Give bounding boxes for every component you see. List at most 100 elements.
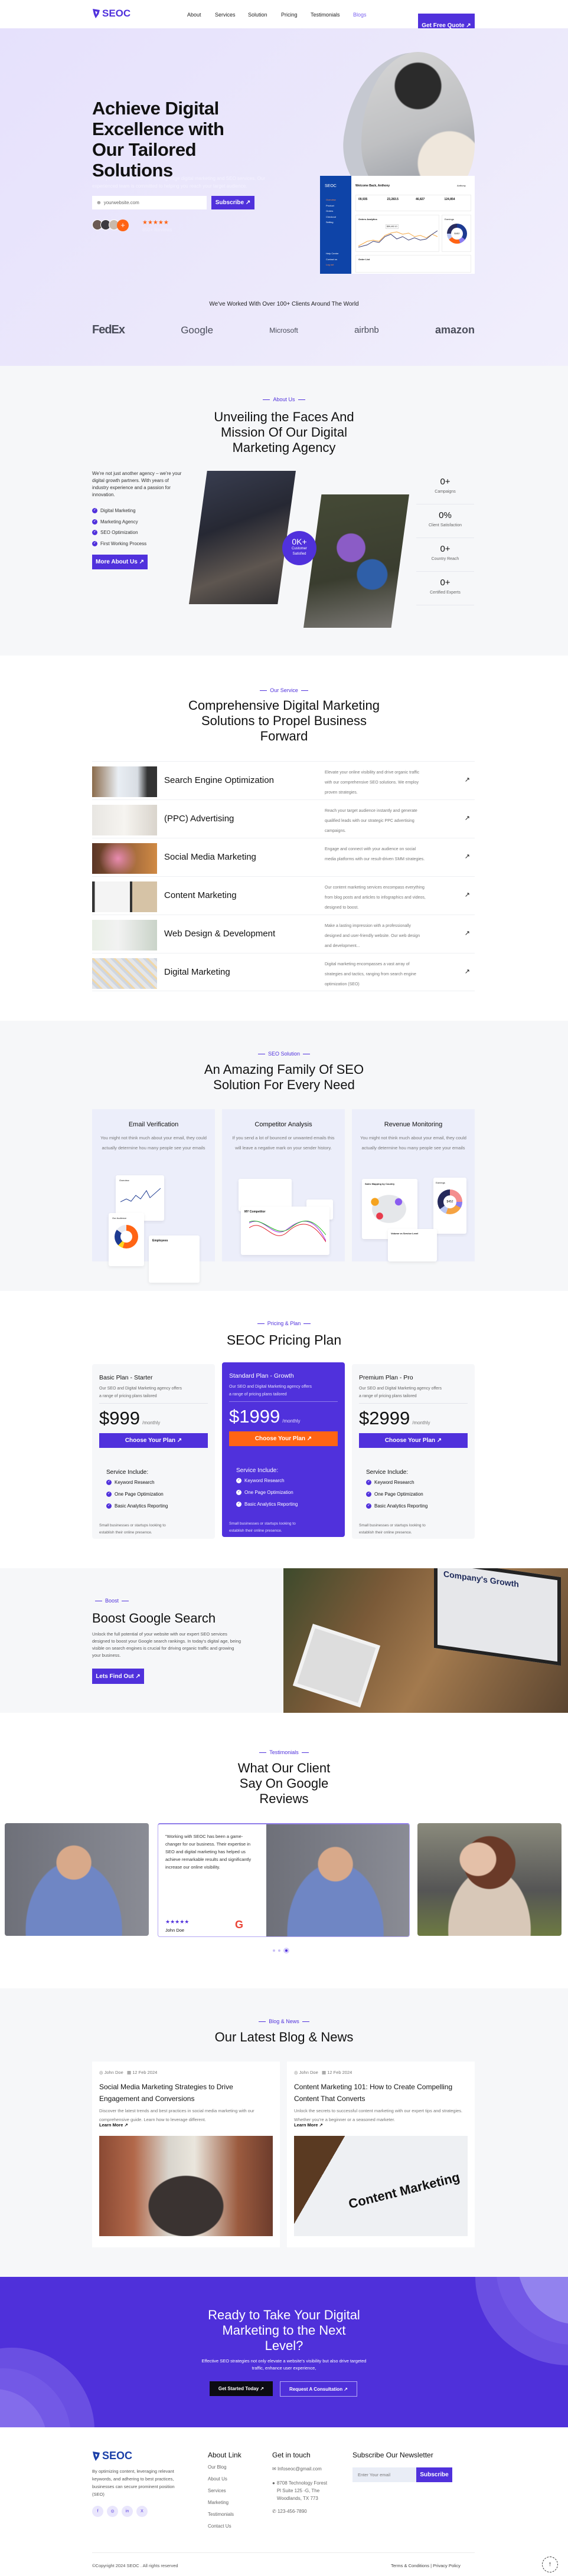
x-icon[interactable]: X <box>136 2506 148 2517</box>
boost-section: Boost Boost Google Search Unlock the ful… <box>0 1568 568 1713</box>
earnings-value: $452 <box>451 228 463 240</box>
arrow-up-icon: ↑ <box>548 2561 552 2568</box>
facebook-icon[interactable]: f <box>92 2506 103 2517</box>
footer-desc: By optimizing content, leveraging releva… <box>92 2469 175 2497</box>
google-logo: Google <box>181 324 214 336</box>
lets-find-out-button[interactable]: Lets Find Out ↗ <box>92 1669 144 1684</box>
newsletter-heading: Subscribe Our Newsletter <box>352 2451 433 2459</box>
back-to-top-button[interactable]: ↑ <box>542 2557 558 2572</box>
checklist-label: First Working Process <box>100 540 147 546</box>
seo-solution-section: SEO Solution An Amazing Family Of SEO So… <box>0 1021 568 1291</box>
stat-label: Client Satisfaction <box>428 523 462 527</box>
widget-title: Our Audience <box>112 1217 127 1220</box>
feature-item: ✓ Basic Analytics Reporting <box>236 1502 298 1507</box>
request-consultation-button[interactable]: Request A Consultation ↗ <box>280 2381 357 2397</box>
footer-link-testimonials[interactable]: Testimonials <box>208 2512 234 2517</box>
post-title[interactable]: Social Media Marketing Strategies to Dri… <box>99 2083 233 2103</box>
service-include-heading: Service Include: <box>236 1467 279 1474</box>
nav-solution[interactable]: Solution <box>248 12 267 18</box>
about-title: Unveiling the Faces And Mission Of Our D… <box>0 409 568 455</box>
instagram-icon[interactable]: ◎ <box>107 2506 118 2517</box>
laptop-growth-photo: Company's Growth <box>283 1568 568 1713</box>
service-row-web[interactable]: Web Design & Development Make a lasting i… <box>92 915 475 953</box>
service-row-ppc[interactable]: (PPC) Advertising Reach your target audie… <box>92 799 475 838</box>
card-desc: You might not think much about your emai… <box>100 1135 207 1151</box>
fedex-logo: FedEx <box>92 323 125 336</box>
footer-link-marketing[interactable]: Marketing <box>208 2500 229 2505</box>
post-title[interactable]: Content Marketing 101: How to Create Com… <box>294 2083 453 2103</box>
post-meta: ◎ John Doe ▦ 12 Feb 2024 <box>99 2070 157 2075</box>
arrow-icon[interactable]: ↗ <box>464 892 470 899</box>
google-icon: G <box>235 1919 244 1931</box>
arrow-icon[interactable]: ↗ <box>464 776 470 784</box>
title-line: Solution For Every Need <box>213 1077 355 1092</box>
dashboard-nav-item: Setting <box>326 221 334 224</box>
feature-item: ✓ Keyword Research <box>366 1480 414 1486</box>
arrow-icon[interactable]: ↗ <box>464 815 470 822</box>
choose-plan-button[interactable]: Choose Your Plan ↗ <box>359 1433 468 1448</box>
privacy-link[interactable]: Privacy Policy <box>433 2563 461 2568</box>
website-input-placeholder: yourwebsite.com <box>103 200 139 205</box>
post-desc: Unlock the secrets to successful content… <box>294 2108 463 2122</box>
checklist-item: ✓ Marketing Agency <box>92 517 146 528</box>
widget-title: Earnings <box>436 1181 445 1184</box>
dashboard-stat: 46,827 <box>416 198 425 201</box>
services-title: Comprehensive Digital Marketing Solution… <box>0 698 568 744</box>
nav-blogs[interactable]: Blogs <box>353 12 367 18</box>
linkedin-icon[interactable]: in <box>122 2506 133 2517</box>
service-row-content[interactable]: Content Marketing Our content marketing s… <box>92 876 475 915</box>
footer-link-contact[interactable]: Contact Us <box>208 2523 231 2529</box>
dashboard-user: Anthony <box>457 184 466 187</box>
title-line: Ready to Take Your Digital <box>208 2308 360 2322</box>
choose-plan-button[interactable]: Choose Your Plan ↗ <box>229 1431 338 1446</box>
learn-more-link[interactable]: Learn More ↗ <box>99 2122 128 2128</box>
service-row-seo[interactable]: Search Engine Optimization Elevate your o… <box>92 761 475 799</box>
price-value: $999 <box>99 1408 140 1428</box>
footer-link-services[interactable]: Services <box>208 2488 226 2493</box>
check-icon: ✓ <box>366 1492 371 1497</box>
check-icon: ✓ <box>366 1503 371 1509</box>
learn-more-link[interactable]: Learn More ↗ <box>294 2122 323 2128</box>
price-value: $2999 <box>359 1408 410 1428</box>
content-thumbnail <box>92 881 157 912</box>
newsletter-subscribe-button[interactable]: Subscribe <box>416 2467 452 2482</box>
subscribe-button[interactable]: Subscribe ↗ <box>211 196 254 209</box>
tablet <box>292 1624 381 1707</box>
carousel-dot[interactable] <box>273 1949 275 1952</box>
services-section: Our Service Comprehensive Digital Market… <box>0 656 568 1021</box>
badge-label: Customer Satisfied <box>291 547 307 556</box>
carousel-dot-active[interactable] <box>283 1948 289 1954</box>
plan-price: $2999/monthly <box>359 1408 430 1429</box>
feature-label: Keyword Research <box>115 1480 155 1485</box>
nav-services[interactable]: Services <box>215 12 236 18</box>
choose-plan-button[interactable]: Choose Your Plan ↗ <box>99 1433 208 1448</box>
footer-logo[interactable]: SEOC <box>92 2450 132 2462</box>
dashboard-logo: SEOC <box>325 184 337 188</box>
carousel-dot[interactable] <box>278 1949 280 1952</box>
more-about-us-button[interactable]: More About Us ↗ <box>92 555 148 569</box>
dashboard-stat: 124,854 <box>444 198 455 201</box>
service-row-social[interactable]: Social Media Marketing Engage and connect… <box>92 838 475 876</box>
dashboard-nav-item: Overview <box>326 198 336 201</box>
nav-testimonials[interactable]: Testimonials <box>311 12 340 18</box>
solution-card-email: Email Verification You might not think m… <box>92 1109 215 1283</box>
rating-stars: ★★★★★ <box>142 219 169 226</box>
contact-phone[interactable]: ✆ 123-456-7890 <box>272 2509 307 2514</box>
arrow-icon[interactable]: ↗ <box>464 930 470 937</box>
footer-link-blog[interactable]: Our Blog <box>208 2464 227 2470</box>
website-input[interactable]: ⊕ yourwebsite.com <box>92 196 207 209</box>
get-started-today-button[interactable]: Get Started Today ↗ <box>210 2381 273 2396</box>
arrow-icon[interactable]: ↗ <box>464 968 470 975</box>
footer-link-about[interactable]: About Us <box>208 2476 227 2482</box>
dashboard-nav-item: Orders <box>326 209 334 212</box>
service-row-digital[interactable]: Digital Marketing Digital marketing encom… <box>92 953 475 991</box>
nav-pricing[interactable]: Pricing <box>281 12 298 18</box>
dashboard-stat: 23,283.5 <box>387 198 399 201</box>
arrow-icon[interactable]: ↗ <box>464 853 470 860</box>
newsletter-email-input[interactable]: Enter Your email <box>352 2467 416 2482</box>
contact-email[interactable]: ✉ Infoseoc@gmail.com <box>272 2466 322 2472</box>
logo[interactable]: SEOC <box>92 8 130 19</box>
terms-link[interactable]: Terms & Conditions <box>391 2563 430 2568</box>
dashboard-nav-item: Checkout <box>326 215 336 218</box>
nav-about[interactable]: About <box>187 12 201 18</box>
